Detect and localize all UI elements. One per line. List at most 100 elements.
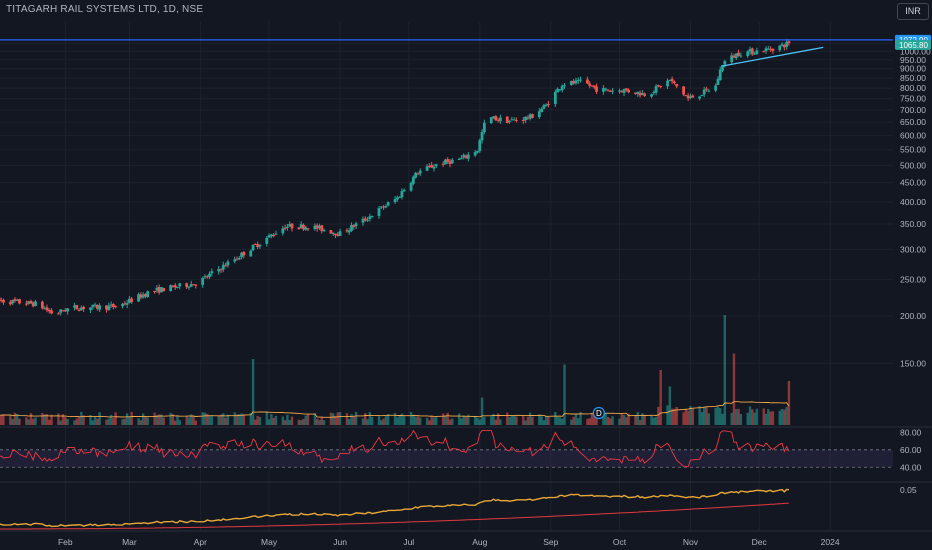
y-tick-label: 1000.00 (900, 46, 931, 56)
candle-body (137, 294, 140, 302)
candle-body (466, 154, 470, 159)
volume-bar (634, 415, 637, 425)
volume-bar (492, 413, 495, 425)
volume-ma-line (0, 401, 790, 418)
volume-bar (222, 413, 225, 425)
candle-body (496, 119, 500, 121)
candle-body (269, 234, 273, 237)
volume-bar (748, 406, 752, 425)
volume-bar (210, 415, 214, 425)
candle-body (723, 61, 727, 65)
volume-bar (467, 414, 470, 425)
y-tick-label: 700.00 (900, 105, 926, 115)
candle-body (769, 48, 772, 50)
candle-body (602, 88, 605, 92)
volume-bar (547, 416, 550, 425)
candle-body (11, 300, 15, 304)
volume-bar (208, 416, 211, 425)
volume-bar (707, 413, 710, 425)
volume-bar (441, 413, 445, 425)
volume-bar (735, 409, 738, 425)
candle-body (299, 224, 303, 228)
volume-bar (409, 412, 413, 425)
volume-bar (780, 408, 784, 425)
volume-bar (123, 418, 127, 425)
candle-body (256, 244, 260, 248)
volume-bar (769, 411, 772, 425)
y-tick-label: 400.00 (900, 197, 926, 207)
candle-body (654, 86, 658, 93)
candle-body (267, 235, 271, 238)
candle-body (77, 310, 81, 312)
candle-body (586, 79, 589, 84)
volume-bar (121, 419, 124, 425)
candle-body (416, 173, 420, 175)
x-tick-label: Oct (613, 537, 627, 547)
candle-body (217, 269, 221, 272)
candle-body (123, 303, 127, 305)
volume-bar (57, 413, 60, 425)
candle-body (253, 243, 257, 245)
price-badge-label: 1065.80 (899, 41, 928, 50)
volume-bar (274, 415, 278, 425)
candle-body (258, 244, 262, 247)
candle-body (448, 161, 452, 164)
candle-body (547, 103, 550, 105)
volume-bar (34, 417, 37, 425)
candle-body (347, 230, 351, 233)
volume-bar (361, 418, 365, 425)
candle-body (345, 230, 349, 232)
candle-body (556, 88, 560, 93)
volume-bar (219, 414, 223, 425)
volume-bar (650, 415, 653, 425)
volume-bar (82, 415, 85, 425)
candle-body (79, 307, 83, 311)
x-tick-label: Apr (194, 537, 207, 547)
candle-body (114, 306, 118, 308)
volume-bar (686, 410, 690, 425)
volume-bar (201, 412, 204, 425)
candle-body (702, 89, 706, 95)
candle-body (780, 44, 784, 46)
volume-bar (618, 418, 621, 425)
volume-bar (538, 414, 541, 425)
candle-body (425, 166, 429, 171)
volume-bar (416, 416, 420, 425)
volume-bar (473, 416, 477, 425)
y-tick-label: 200.00 (900, 311, 926, 321)
candle-body (91, 304, 95, 308)
candle-body (512, 119, 516, 121)
candle-body (748, 49, 752, 52)
volume-bar (577, 418, 580, 425)
volume-bar (43, 414, 46, 425)
volume-bar (192, 416, 195, 425)
volume-bar (588, 418, 591, 425)
volume-bar (714, 407, 717, 425)
x-tick-label: Jul (403, 537, 414, 547)
volume-bar (155, 415, 159, 425)
volume-bar (256, 415, 259, 425)
volume-bar (66, 418, 69, 425)
volume-bar (723, 315, 726, 425)
volume-bar (451, 418, 454, 425)
volume-bar (540, 416, 543, 425)
candle-body (409, 182, 413, 191)
volume-bar (611, 416, 614, 425)
candle-body (283, 227, 287, 229)
candle-body (721, 64, 724, 71)
volume-bar (430, 416, 433, 425)
volume-bar (494, 419, 497, 425)
candle-body (24, 303, 28, 305)
volume-bar (203, 412, 207, 425)
volume-bar (419, 417, 422, 425)
candle-body (290, 223, 294, 229)
volume-bar (270, 414, 273, 425)
volume-bar (125, 413, 129, 425)
volume-bar (139, 420, 143, 425)
currency-button[interactable]: INR (897, 3, 929, 20)
symbol-title[interactable]: TITAGARH RAIL SYSTEMS LTD, 1D, NSE (6, 4, 204, 15)
volume-bar (480, 397, 484, 425)
volume-bar (302, 418, 305, 425)
volume-bar (290, 416, 294, 425)
